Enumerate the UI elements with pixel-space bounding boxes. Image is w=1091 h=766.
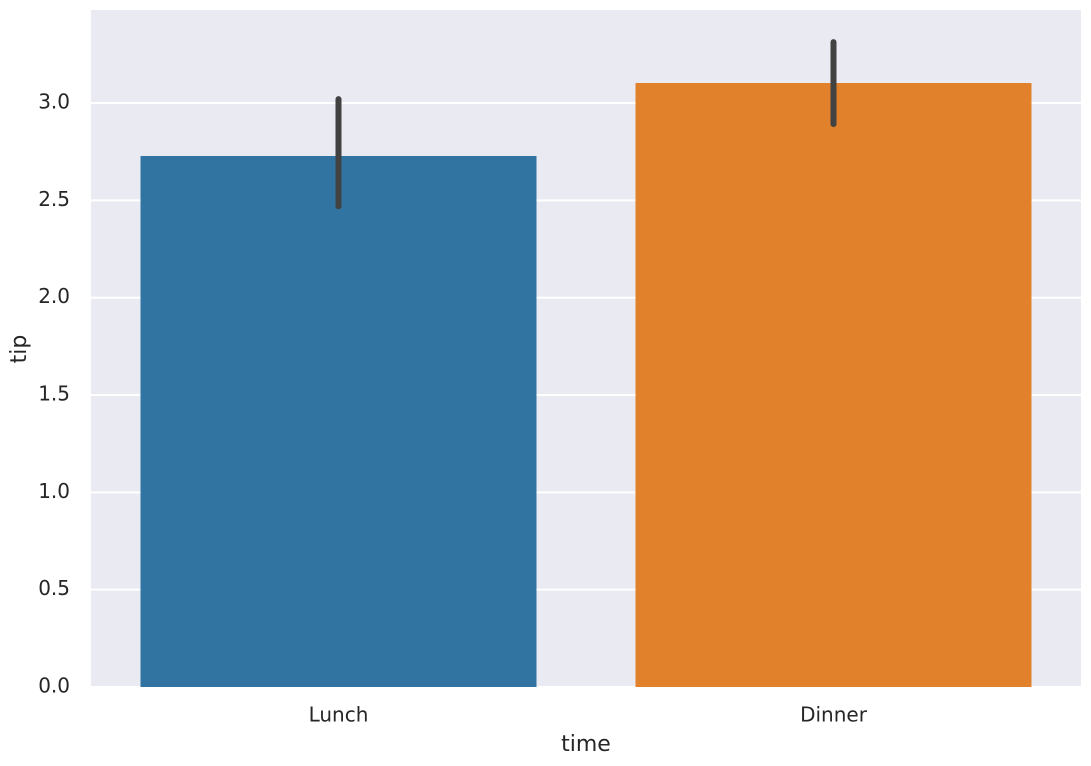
x-axis-label: time <box>561 732 611 757</box>
y-tick-label: 1.0 <box>38 479 70 503</box>
bar <box>635 82 1032 688</box>
bar <box>140 155 537 687</box>
x-tick-label: Dinner <box>800 703 868 727</box>
y-tick-label: 1.5 <box>38 382 70 406</box>
y-tick-label: 3.0 <box>38 90 70 114</box>
y-axis-label: tip <box>7 335 32 364</box>
y-tick-label: 0.5 <box>38 576 70 600</box>
x-tick-label: Lunch <box>309 703 369 727</box>
y-tick-label: 0.0 <box>38 674 70 698</box>
y-tick-label: 2.5 <box>38 187 70 211</box>
y-tick-label: 2.0 <box>38 284 70 308</box>
